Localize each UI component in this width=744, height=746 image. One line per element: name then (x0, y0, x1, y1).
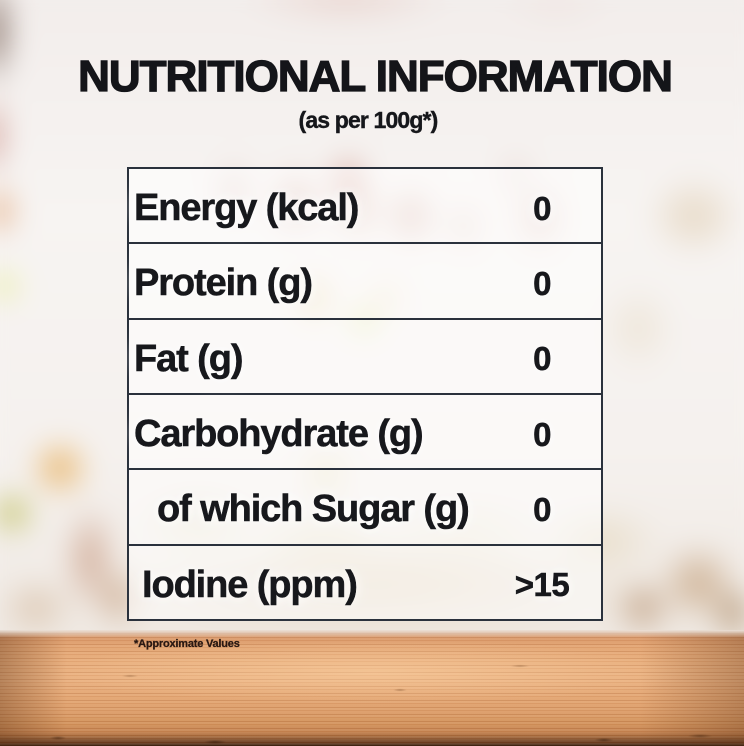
table-row-energy: Energy (kcal) 0 (129, 169, 601, 242)
table-row-fat: Fat (g) 0 (129, 317, 601, 393)
wooden-table (0, 630, 744, 746)
nutrient-value: 0 (533, 264, 552, 303)
nutrient-name: Protein (g) (134, 262, 313, 305)
table-row-carbohydrate: Carbohydrate (g) 0 (129, 392, 601, 468)
wood-grain (0, 630, 744, 746)
nutrient-name: Carbohydrate (g) (134, 413, 424, 456)
nutrient-value: >15 (514, 566, 570, 604)
nutrient-name: Energy (kcal) (134, 187, 360, 230)
nutrient-name: Fat (g) (134, 337, 244, 381)
approximate-values-note: *Approximate Values (134, 638, 240, 650)
wood-top-edge (0, 630, 744, 638)
nutrient-value: 0 (533, 490, 552, 529)
table-row-protein: Protein (g) 0 (129, 242, 601, 317)
nutrient-name: Iodine (ppm) (142, 563, 358, 607)
nutrient-name: of which Sugar (g) (157, 488, 470, 531)
nutrient-value: 0 (533, 340, 552, 378)
table-row-iodine: Iodine (ppm) >15 (129, 543, 601, 619)
table-row-sugar: of which Sugar (g) 0 (129, 468, 601, 543)
nutrition-table: Energy (kcal) 0 Protein (g) 0 Fat (g) 0 … (127, 167, 603, 621)
nutrient-value: 0 (533, 415, 552, 453)
serving-size-note: (as per 100g*) (298, 107, 438, 133)
nutrient-value: 0 (533, 189, 552, 227)
page-title: NUTRITIONAL INFORMATION (77, 51, 673, 101)
